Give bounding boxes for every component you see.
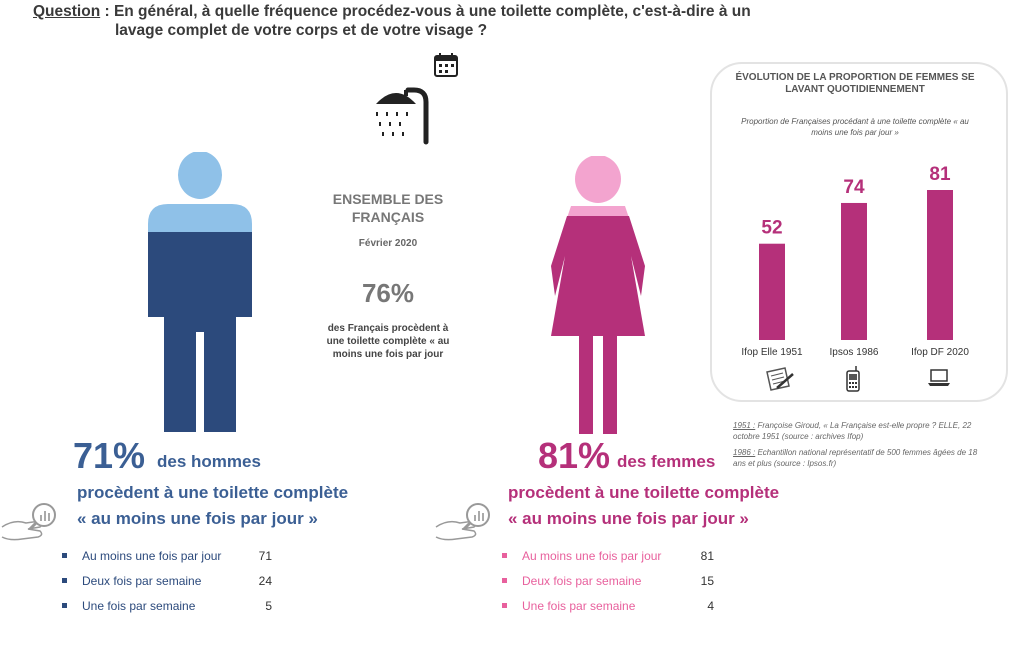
women-frequency-list: Au moins une fois par jour 81 Deux fois …: [502, 549, 722, 619]
ensemble-date: Février 2020: [358, 238, 418, 249]
note-1951-text: Françoise Giroud, « La Française est-ell…: [733, 421, 972, 441]
note-1986-year: 1986 :: [733, 448, 756, 457]
bar-1: [759, 243, 785, 340]
bullet-icon: [62, 603, 67, 608]
bar-3: [927, 190, 953, 340]
bullet-icon: [502, 603, 507, 608]
women-description-2: « au moins une fois par jour »: [508, 509, 749, 528]
men-row-value: 5: [265, 599, 272, 613]
chart-title: ÉVOLUTION DE LA PROPORTION DE FEMMES SE …: [735, 72, 975, 95]
bar-value-label: 52: [761, 218, 782, 239]
note-1986: 1986 : Echantillon national représentati…: [733, 447, 988, 469]
category-label: Ifop DF 2020: [911, 347, 969, 358]
question-label: Question: [33, 3, 101, 20]
women-row-label: Une fois par semaine: [522, 599, 636, 613]
men-frequency-list: Au moins une fois par jour 71 Deux fois …: [62, 549, 282, 619]
magnifier-hand-icon: [435, 503, 490, 541]
women-description-1: procèdent à une toilette complète: [508, 483, 780, 502]
chart-subtitle: Proportion de Françaises procédant à une…: [741, 117, 969, 137]
men-description-2: « au moins une fois par jour »: [77, 509, 318, 528]
women-percentage: 81%: [538, 435, 611, 476]
question-text-2: lavage complet de votre corps et de votr…: [115, 22, 488, 39]
men-row-value: 24: [258, 574, 272, 588]
evolution-panel: [710, 62, 1008, 402]
magnifier-hand-icon: [1, 503, 56, 541]
women-row-label: Deux fois par semaine: [522, 574, 642, 588]
male-figure: [148, 152, 252, 432]
note-1951: 1951 : Françoise Giroud, « La Française …: [733, 420, 988, 442]
bullet-icon: [502, 553, 507, 558]
ensemble-title: ENSEMBLE DES FRANÇAIS: [332, 191, 444, 225]
men-percentage: 71%: [73, 435, 146, 476]
women-label: des femmes: [617, 452, 716, 471]
women-row-value: 81: [700, 549, 714, 563]
women-row-label: Au moins une fois par jour: [522, 549, 662, 563]
bullet-icon: [62, 553, 67, 558]
female-figure: [551, 156, 645, 434]
note-1986-text: Echantillon national représentatif de 50…: [733, 448, 978, 468]
men-row-label: Deux fois par semaine: [82, 574, 202, 588]
evolution-chart: 52 Ifop Elle 1951 74 Ipsos 1986 81 Ifop DF 20…: [741, 164, 969, 358]
calendar-icon: [434, 53, 458, 77]
bar-2: [841, 202, 867, 340]
note-1951-year: 1951 :: [733, 421, 756, 430]
laptop-icon: [928, 369, 950, 386]
question-line-1: Question : En général, à quelle fréquenc…: [33, 2, 751, 22]
shower-icon: [376, 87, 429, 145]
men-label: des hommes: [157, 452, 261, 471]
category-label: Ipsos 1986: [830, 347, 879, 358]
bar-value-label: 74: [843, 177, 865, 198]
paper-pen-icon: [766, 367, 794, 391]
men-row-label: Une fois par semaine: [82, 599, 196, 613]
bullet-icon: [62, 578, 67, 583]
question-text-1: : En général, à quelle fréquence procéde…: [100, 3, 751, 20]
ensemble-description: des Français procèdent à une toilette co…: [326, 323, 450, 360]
men-row-label: Au moins une fois par jour: [82, 549, 222, 563]
men-description-1: procèdent à une toilette complète: [77, 483, 349, 502]
women-row-value: 4: [707, 599, 714, 613]
source-notes: 1951 : Françoise Giroud, « La Française …: [733, 420, 988, 469]
bullet-icon: [502, 578, 507, 583]
women-row-value: 15: [700, 574, 714, 588]
ensemble-percentage: 76%: [361, 278, 415, 308]
phone-icon: [846, 366, 860, 392]
category-label: Ifop Elle 1951: [741, 347, 803, 358]
bar-value-label: 81: [929, 164, 951, 185]
men-row-value: 71: [258, 549, 272, 563]
